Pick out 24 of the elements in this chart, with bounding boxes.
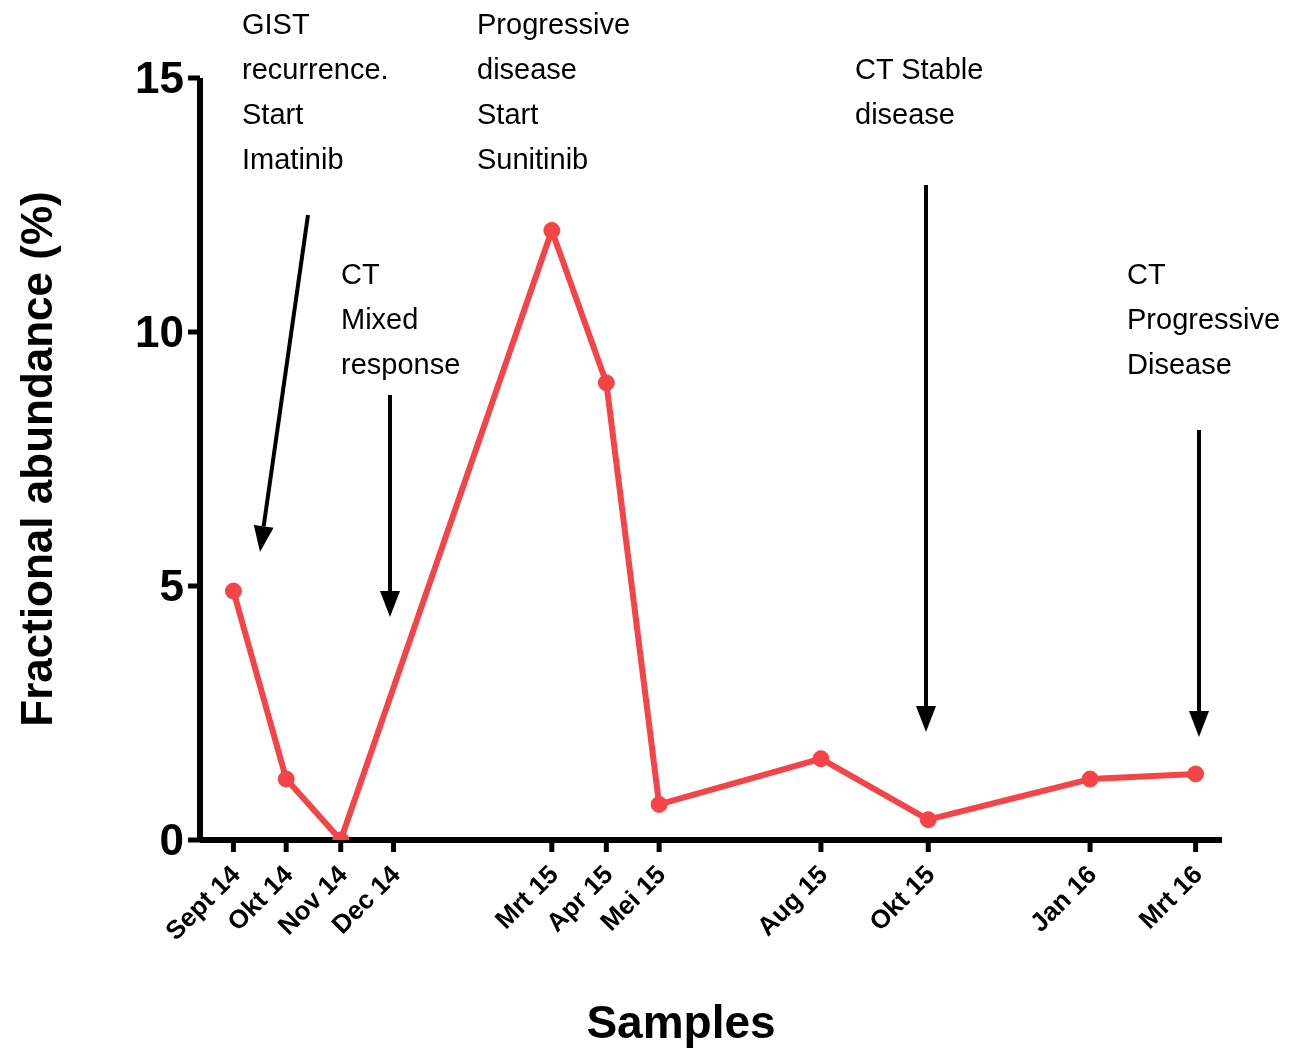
point (812, 750, 830, 768)
y-tick-label: 0 (159, 815, 184, 864)
point (1081, 770, 1099, 788)
x-tick-label: Mrt 16 (1132, 859, 1208, 935)
annotation: GIST recurrence. Start Imatinib (242, 8, 389, 175)
point (543, 221, 561, 239)
annotation: CT Stable disease (855, 53, 984, 130)
x-tick-label: Jan 16 (1023, 859, 1103, 938)
point (1187, 765, 1205, 783)
point (919, 811, 937, 829)
annotation: Progressive disease Start Sunitinib (477, 8, 631, 175)
y-tick-label: 10 (135, 307, 184, 356)
y-axis-title: Fractional abundance (%) (12, 191, 61, 727)
x-axis-title: Samples (586, 996, 776, 1048)
annotation: CT Progressive Disease (1127, 258, 1281, 380)
annotation: CT Mixed response (341, 258, 461, 380)
point (597, 374, 615, 392)
point (224, 582, 242, 600)
y-tick-label: 15 (135, 53, 184, 102)
y-tick-label: 5 (159, 561, 184, 610)
x-tick-label: Aug 15 (750, 859, 834, 942)
point (277, 770, 295, 788)
point (650, 795, 668, 813)
x-tick-label: Okt 15 (863, 859, 941, 937)
